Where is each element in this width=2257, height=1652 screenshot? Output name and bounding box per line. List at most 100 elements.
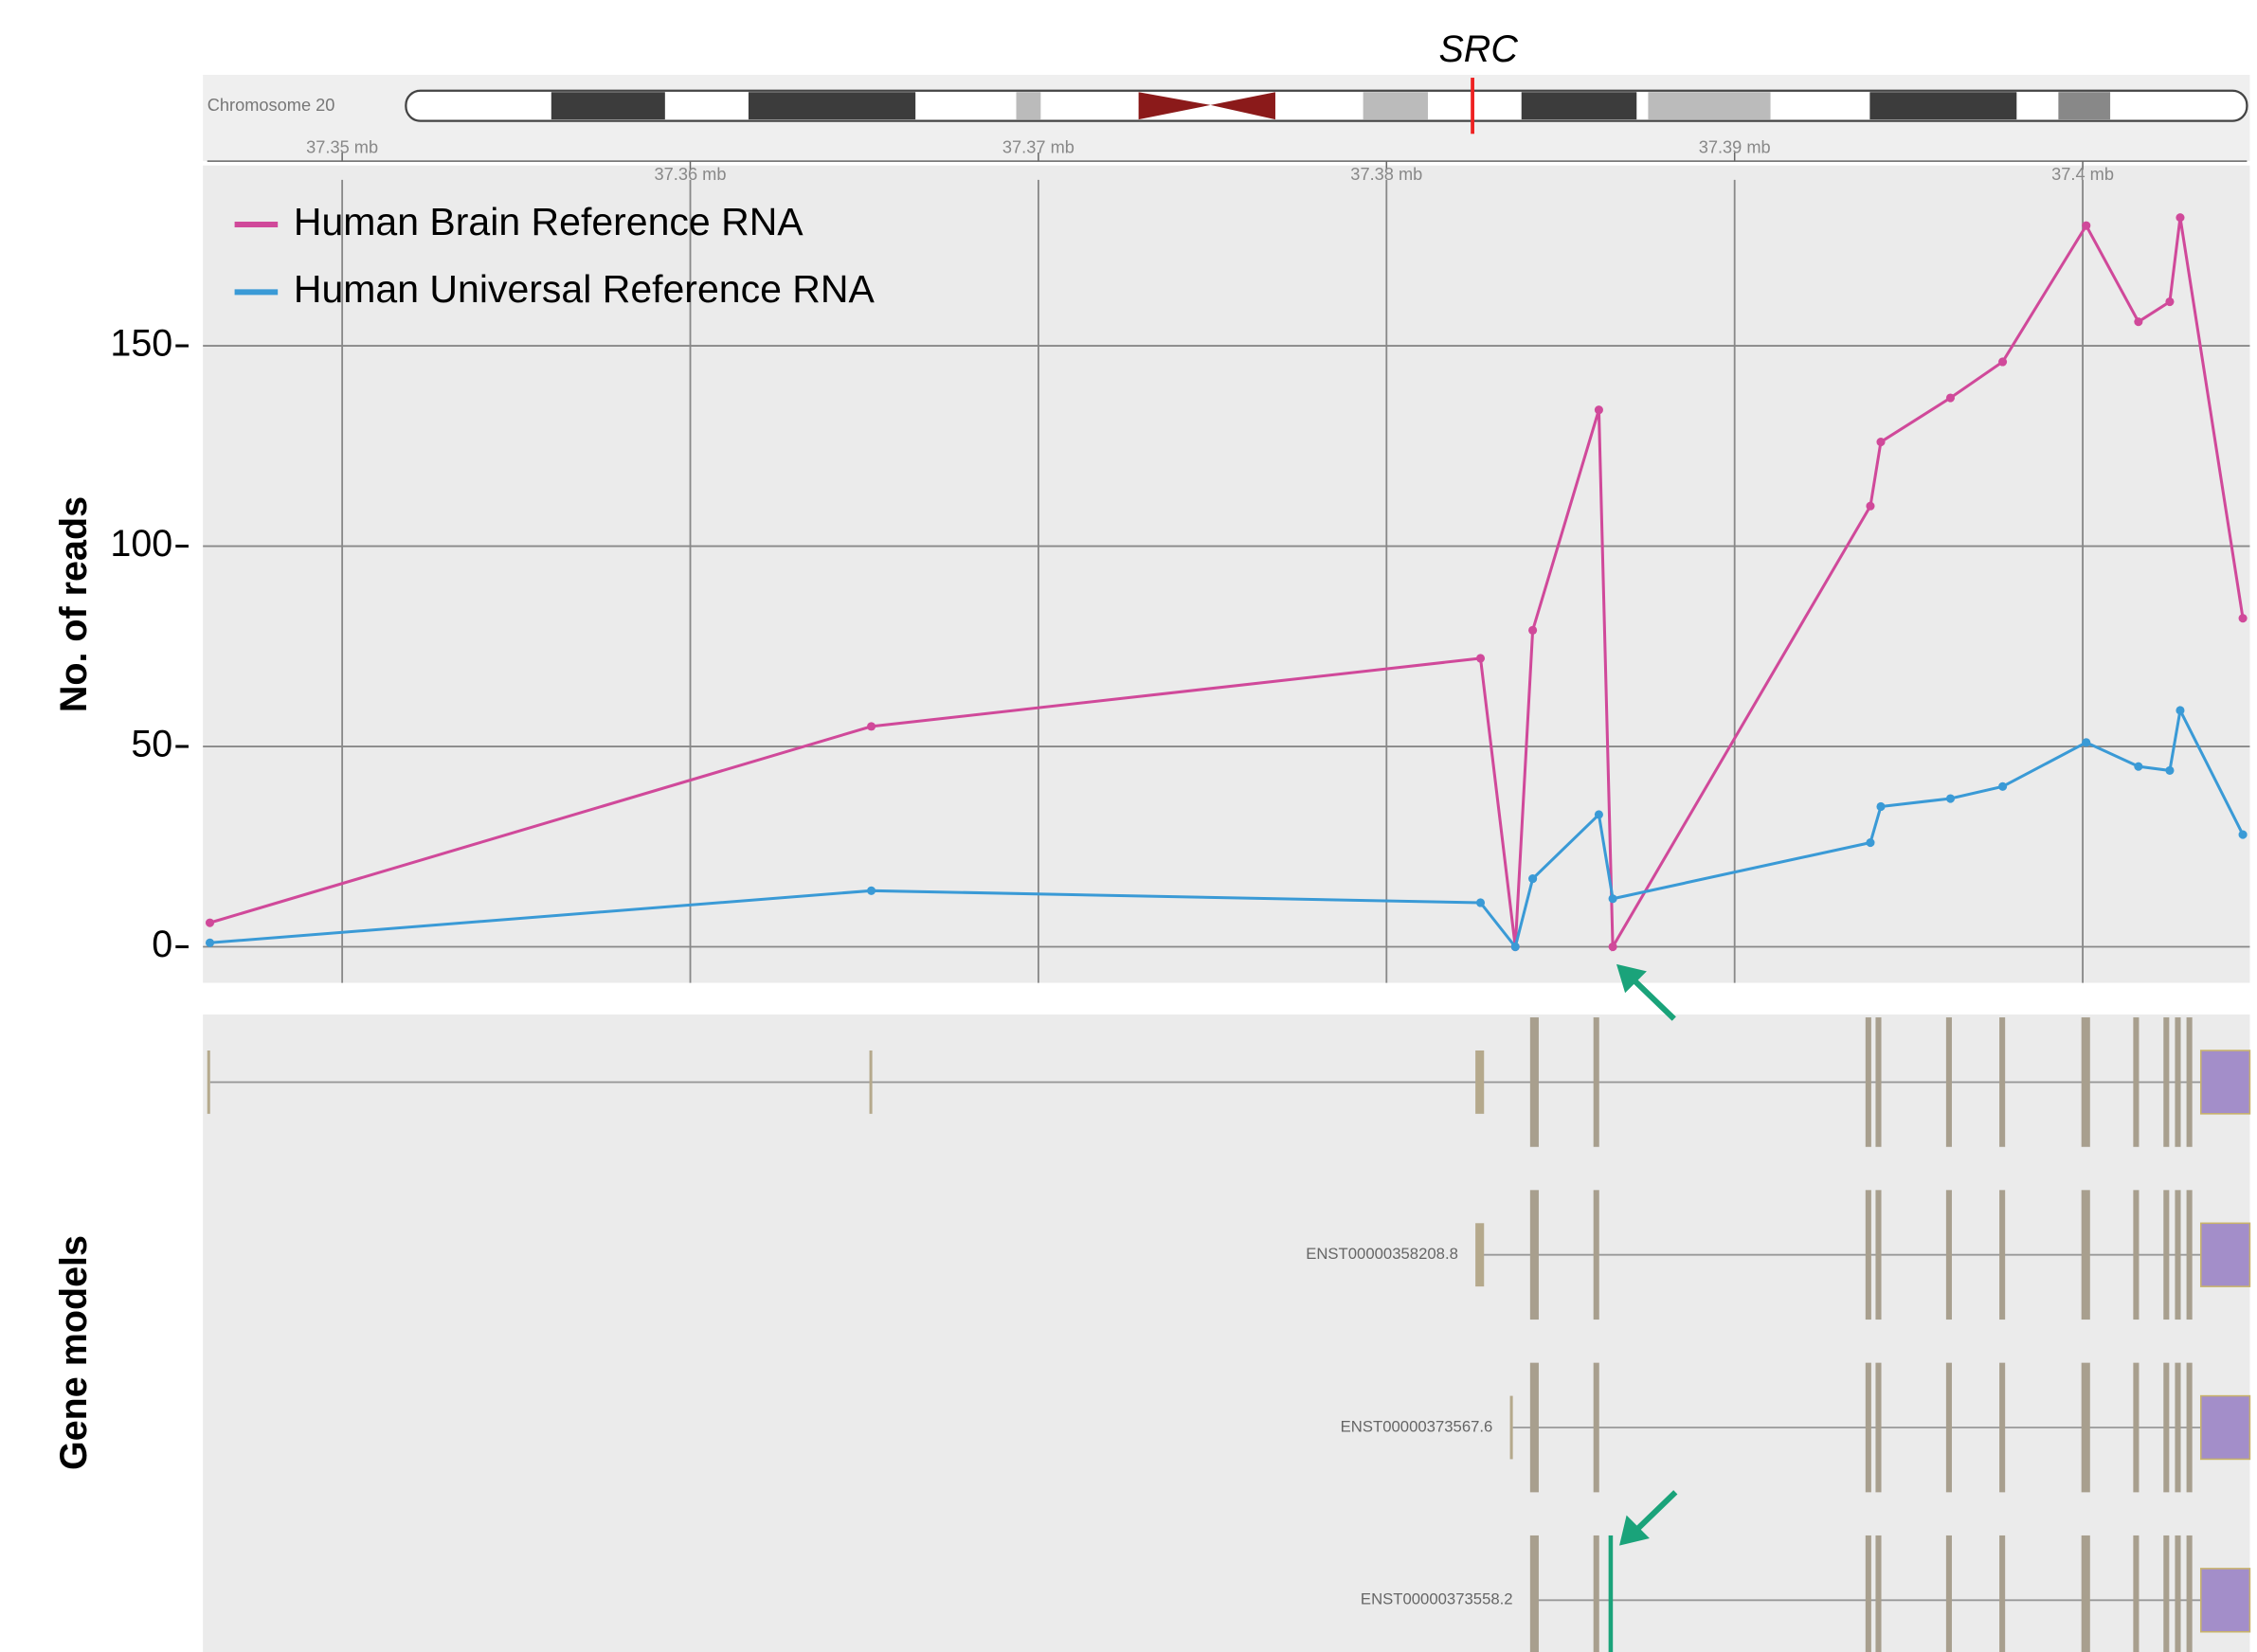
data-point xyxy=(1945,393,1956,403)
exon xyxy=(2186,1190,2193,1320)
exon xyxy=(1875,1190,1882,1320)
exon xyxy=(1865,1190,1871,1320)
arrow-shaft xyxy=(1633,1490,1678,1534)
x-tick-label: 37.36 mb xyxy=(655,165,727,184)
exon xyxy=(1945,1535,1952,1652)
exon xyxy=(2133,1017,2140,1147)
x-tick-label: 37.38 mb xyxy=(1350,165,1422,184)
data-point xyxy=(2176,213,2185,223)
exon xyxy=(1999,1362,2006,1493)
data-point xyxy=(1594,810,1603,819)
exon xyxy=(1529,1362,1539,1493)
exon xyxy=(1593,1190,1599,1320)
data-point xyxy=(1876,801,1886,812)
legend-label: Human Brain Reference RNA xyxy=(294,200,803,243)
exon xyxy=(2133,1190,2140,1320)
series-line xyxy=(209,217,2245,952)
y-tick-label: 0 xyxy=(152,924,172,965)
band xyxy=(551,92,665,120)
utr-block xyxy=(2200,1050,2251,1115)
data-point xyxy=(867,886,876,895)
exon xyxy=(2133,1362,2140,1493)
series-line xyxy=(209,706,2245,950)
exon xyxy=(1529,1535,1539,1652)
exon xyxy=(1593,1017,1599,1147)
exon xyxy=(2175,1362,2181,1493)
transcript-label: ENST00000373567.6 xyxy=(1341,1417,1493,1435)
data-point xyxy=(1510,942,1520,952)
bands xyxy=(551,92,2111,120)
band xyxy=(1648,92,1771,120)
data-point xyxy=(2238,830,2248,839)
band xyxy=(748,92,916,120)
gene-name: SRC xyxy=(1438,28,1518,70)
exon xyxy=(869,1050,873,1114)
exon xyxy=(2186,1535,2193,1652)
x-tick-label: 37.39 mb xyxy=(1699,137,1771,156)
data-point xyxy=(2134,762,2143,771)
gene-panel xyxy=(203,1015,2250,1652)
data-point xyxy=(1608,942,1617,952)
transcript-label: ENST00000373558.2 xyxy=(1361,1590,1513,1608)
chromosome-label: Chromosome 20 xyxy=(208,96,335,115)
y-tick-label: 50 xyxy=(131,723,172,764)
exon xyxy=(1865,1017,1871,1147)
exon xyxy=(2163,1362,2170,1493)
data-point xyxy=(2165,296,2175,307)
exon xyxy=(2081,1362,2090,1493)
exon xyxy=(2175,1190,2181,1320)
data-point xyxy=(2082,221,2091,230)
exon xyxy=(2175,1535,2181,1652)
exon xyxy=(1529,1190,1539,1320)
band xyxy=(1016,92,1041,120)
data-point xyxy=(205,938,215,947)
band xyxy=(1363,92,1428,120)
novel-exon xyxy=(1608,1535,1614,1652)
exon xyxy=(2163,1017,2170,1147)
legend-label: Human Universal Reference RNA xyxy=(294,267,876,311)
data-point xyxy=(1528,874,1538,884)
data-point xyxy=(1998,357,2008,367)
y-axis-label: No. of reads xyxy=(53,496,95,712)
data-point xyxy=(1866,501,1875,511)
band xyxy=(1869,92,2017,120)
exon xyxy=(207,1050,210,1114)
data-point xyxy=(205,918,215,927)
arrow-head xyxy=(1616,963,1647,994)
exon xyxy=(2163,1535,2170,1652)
utr-block xyxy=(2200,1568,2251,1633)
exon xyxy=(1999,1535,2006,1652)
data-point xyxy=(2165,765,2175,775)
exon xyxy=(1875,1362,1882,1493)
centromere xyxy=(1210,92,1275,120)
arrow-head xyxy=(1619,1515,1650,1546)
band xyxy=(2058,92,2111,120)
data-point xyxy=(1945,794,1956,803)
exon xyxy=(1945,1362,1952,1493)
x-tick-label: 37.4 mb xyxy=(2051,165,2114,184)
centromere xyxy=(1138,92,1211,120)
exon xyxy=(1475,1050,1485,1114)
exon xyxy=(2081,1017,2090,1147)
exon xyxy=(1475,1223,1485,1287)
exon xyxy=(1875,1535,1882,1652)
data-point xyxy=(2134,317,2143,327)
data-point xyxy=(1998,781,2008,791)
y-tick-label: 150 xyxy=(110,322,172,364)
exon xyxy=(1945,1017,1952,1147)
data-point xyxy=(1594,405,1603,415)
plot-area xyxy=(203,165,2250,983)
exon xyxy=(1593,1535,1599,1652)
exon xyxy=(1875,1017,1882,1147)
exon xyxy=(1999,1190,2006,1320)
exon xyxy=(1999,1017,2006,1147)
exon xyxy=(1509,1395,1513,1460)
data-point xyxy=(1475,898,1486,907)
exon xyxy=(2081,1535,2090,1652)
utr-block xyxy=(2200,1394,2251,1461)
data-point xyxy=(2176,706,2185,715)
exon xyxy=(2163,1190,2170,1320)
exon xyxy=(1529,1017,1539,1147)
